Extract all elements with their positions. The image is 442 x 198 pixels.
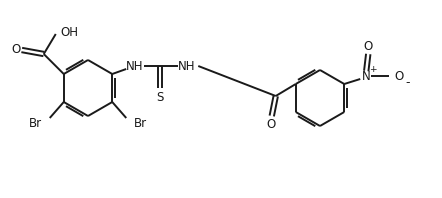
Text: N: N [362, 69, 371, 83]
Text: OH: OH [61, 26, 79, 38]
Text: -: - [405, 76, 409, 89]
Text: O: O [364, 39, 373, 52]
Text: O: O [395, 69, 404, 83]
Text: NH: NH [178, 60, 195, 72]
Text: O: O [11, 43, 20, 55]
Text: Br: Br [29, 116, 42, 129]
Text: NH: NH [126, 60, 143, 72]
Text: S: S [156, 90, 164, 104]
Text: O: O [266, 118, 275, 131]
Text: Br: Br [133, 116, 147, 129]
Text: +: + [370, 65, 377, 73]
